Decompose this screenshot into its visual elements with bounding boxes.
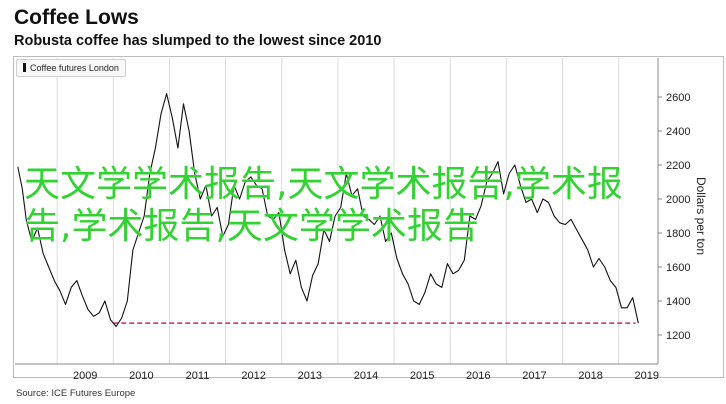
- y-tick-label-1800: 1800: [666, 228, 690, 240]
- x-tick-label-2015: 2015: [410, 370, 434, 382]
- y-tick-label-2400: 2400: [666, 126, 690, 138]
- y-tick-label-1600: 1600: [666, 262, 690, 274]
- x-tick-label-2010: 2010: [129, 370, 153, 382]
- watermark-overlay: 天文学学术报告,天文学术报告,学术报告,学术报告,天文学学术报告: [24, 164, 623, 247]
- x-tick-label-2012: 2012: [241, 370, 265, 382]
- chart-frame: [13, 56, 724, 378]
- x-tick-label-2009: 2009: [73, 370, 97, 382]
- source-note: Source: ICE Futures Europe: [16, 388, 136, 399]
- y-tick-label-2000: 2000: [666, 194, 690, 206]
- y-axis-title: Dollars per ton: [694, 177, 708, 255]
- x-tick-label-2013: 2013: [298, 370, 322, 382]
- vertical-grid: [56, 58, 620, 364]
- legend: Coffee futures London: [16, 59, 126, 77]
- x-tick-label-2016: 2016: [466, 370, 490, 382]
- y-tick-label-1400: 1400: [666, 296, 690, 308]
- y-tick-label-2600: 2600: [666, 92, 690, 104]
- x-tick-label-2017: 2017: [522, 370, 546, 382]
- series-group: [17, 93, 639, 328]
- chart-title: Coffee Lows: [14, 6, 139, 29]
- y-axis: 1200 1400 1600 1800 2000 2200 2400 2600 Dollars …: [657, 58, 708, 364]
- x-axis: 2009 2010 2011 2012 2013 2014 2015 2016 2017 2018…: [15, 363, 659, 382]
- legend-label: Coffee futures London: [30, 63, 119, 73]
- x-tick-label-2014: 2014: [354, 370, 378, 382]
- legend-swatch: [23, 63, 26, 72]
- chart-subtitle: Robusta coffee has slumped to the lowest…: [14, 33, 382, 49]
- y-tick-label-1200: 1200: [666, 330, 690, 342]
- y-tick-label-2200: 2200: [666, 160, 690, 172]
- x-tick-label-2019: 2019: [635, 370, 659, 382]
- x-tick-label-2018: 2018: [578, 370, 602, 382]
- x-tick-label-2011: 2011: [186, 370, 210, 382]
- series-line-coffee-futures-london: [17, 93, 639, 328]
